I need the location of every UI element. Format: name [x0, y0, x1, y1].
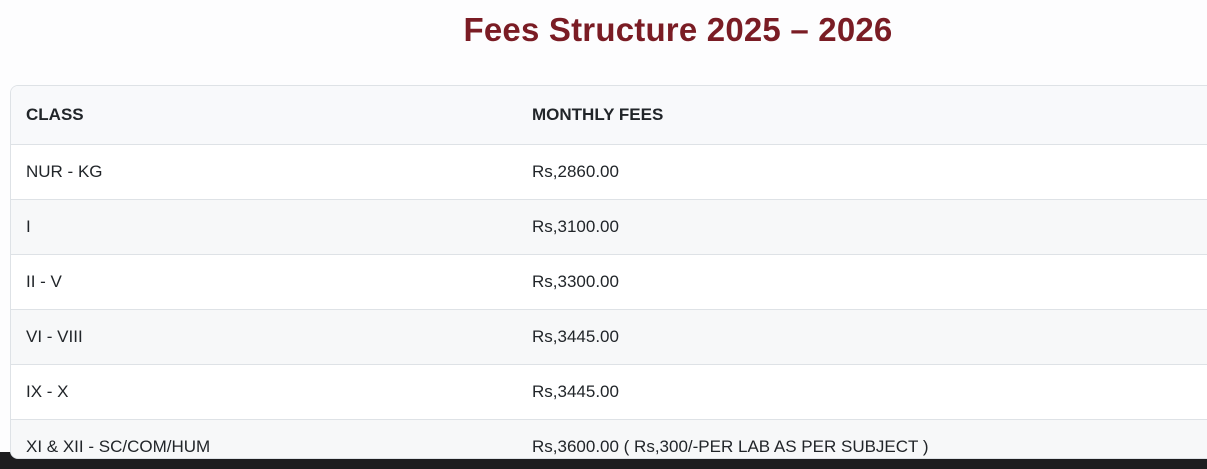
monthly-fee-cell: Rs,3300.00	[517, 254, 1207, 310]
class-cell: IX - X	[11, 364, 517, 420]
class-cell: NUR - KG	[26, 162, 103, 181]
table-header-row: CLASS MONTHLY FEES	[11, 86, 1207, 145]
column-header-monthly-fees: MONTHLY FEES	[517, 86, 1207, 145]
column-header-class: CLASS	[11, 86, 517, 145]
class-cell: VI - VIII	[11, 309, 517, 365]
table-row: XI & XII - SC/COM/HUM Rs,3600.00 ( Rs,30…	[11, 419, 1207, 458]
monthly-fee-cell: Rs,3600.00 ( Rs,300/-PER LAB AS PER SUBJ…	[517, 419, 1207, 458]
table-row: II - V Rs,3300.00	[11, 254, 1207, 310]
fees-table: CLASS MONTHLY FEES NUR - KG Rs,2860.00 I…	[11, 86, 1207, 458]
monthly-fee-cell: Rs,3445.00	[517, 309, 1207, 365]
table-row: I Rs,3100.00	[11, 199, 1207, 255]
page-title: Fees Structure 2025 – 2026	[463, 11, 893, 48]
class-cell: II - V	[11, 254, 517, 310]
monthly-fee-cell: Rs,3445.00	[517, 364, 1207, 420]
fees-table-card: CLASS MONTHLY FEES NUR - KG Rs,2860.00 I…	[10, 85, 1207, 459]
table-row: NUR - KG Rs,2860.00	[11, 145, 1207, 200]
class-cell: XI & XII - SC/COM/HUM	[11, 419, 517, 458]
table-row: VI - VIII Rs,3445.00	[11, 309, 1207, 365]
monthly-fee-cell: Rs,3100.00	[517, 199, 1207, 255]
monthly-fee-cell: Rs,2860.00	[532, 162, 619, 181]
class-cell: I	[11, 199, 517, 255]
table-row: IX - X Rs,3445.00	[11, 364, 1207, 420]
